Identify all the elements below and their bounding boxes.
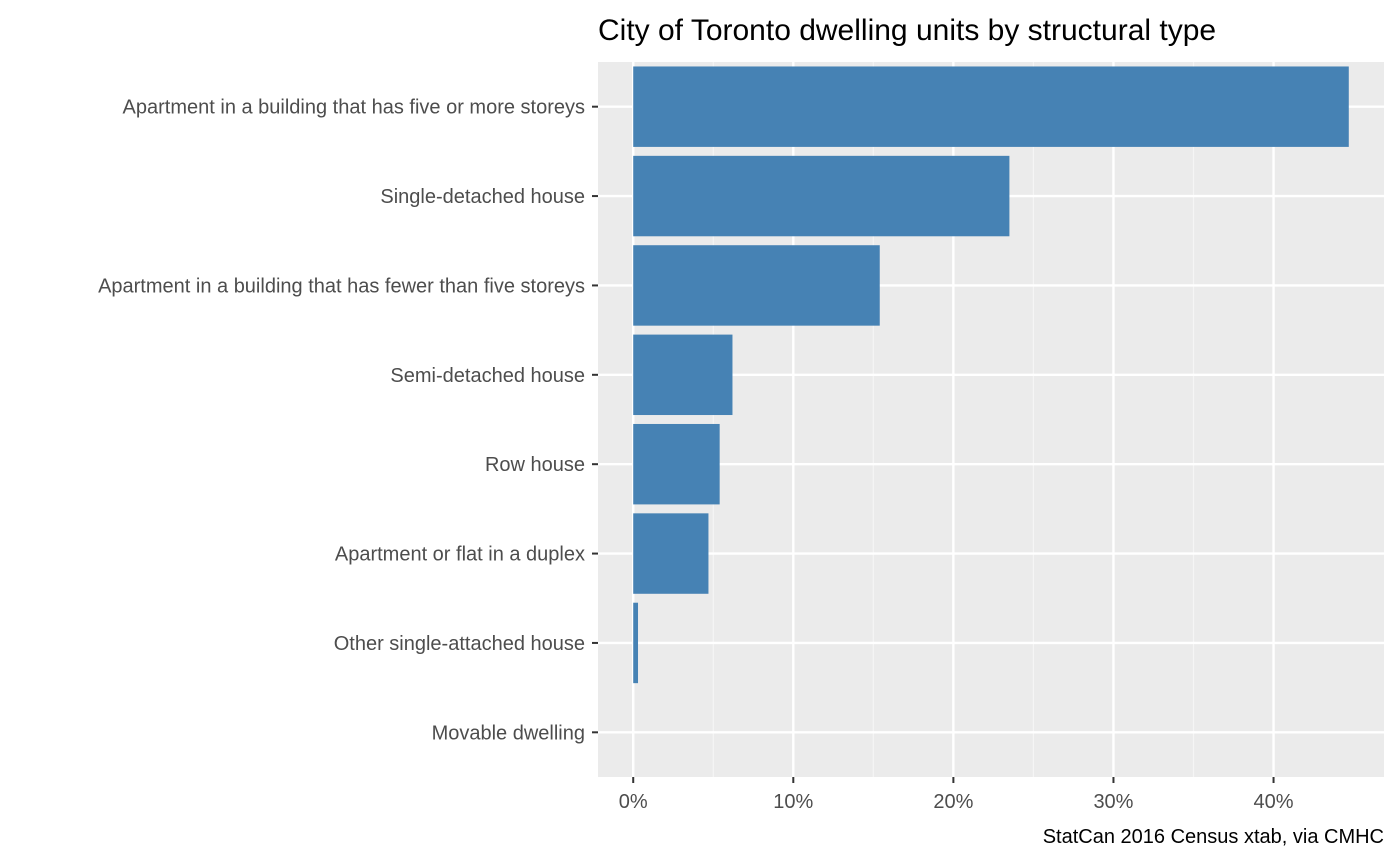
x-tick-label: 30%: [1093, 791, 1133, 813]
y-tick-label: Row house: [485, 454, 585, 476]
bar: [633, 334, 733, 416]
y-tick-label: Apartment in a building that has five or…: [123, 97, 585, 119]
bar: [633, 66, 1349, 147]
bar: [633, 513, 709, 594]
y-tick-label: Semi-detached house: [390, 365, 585, 387]
y-tick-label: Other single-attached house: [334, 633, 585, 655]
bar: [633, 423, 720, 505]
chart-caption: StatCan 2016 Census xtab, via CMHC: [1043, 826, 1384, 848]
x-tick-label: 20%: [933, 791, 973, 813]
bar: [633, 155, 1010, 237]
x-tick-label: 10%: [773, 791, 813, 813]
x-tick-label: 0%: [619, 791, 648, 813]
y-tick-label: Apartment or flat in a duplex: [335, 544, 585, 566]
bars: [633, 66, 1349, 773]
y-tick-label: Single-detached house: [380, 186, 585, 208]
y-tick-label: Apartment in a building that has fewer t…: [98, 275, 585, 297]
x-tick-label: 40%: [1254, 791, 1294, 813]
y-axis: Apartment in a building that has five or…: [98, 97, 598, 744]
bar: [633, 245, 880, 326]
bar: [633, 602, 639, 684]
y-tick-label: Movable dwelling: [432, 722, 585, 744]
chart-title: City of Toronto dwelling units by struct…: [598, 14, 1216, 47]
x-axis: 0% 10% 20% 30% 40%: [619, 777, 1294, 813]
